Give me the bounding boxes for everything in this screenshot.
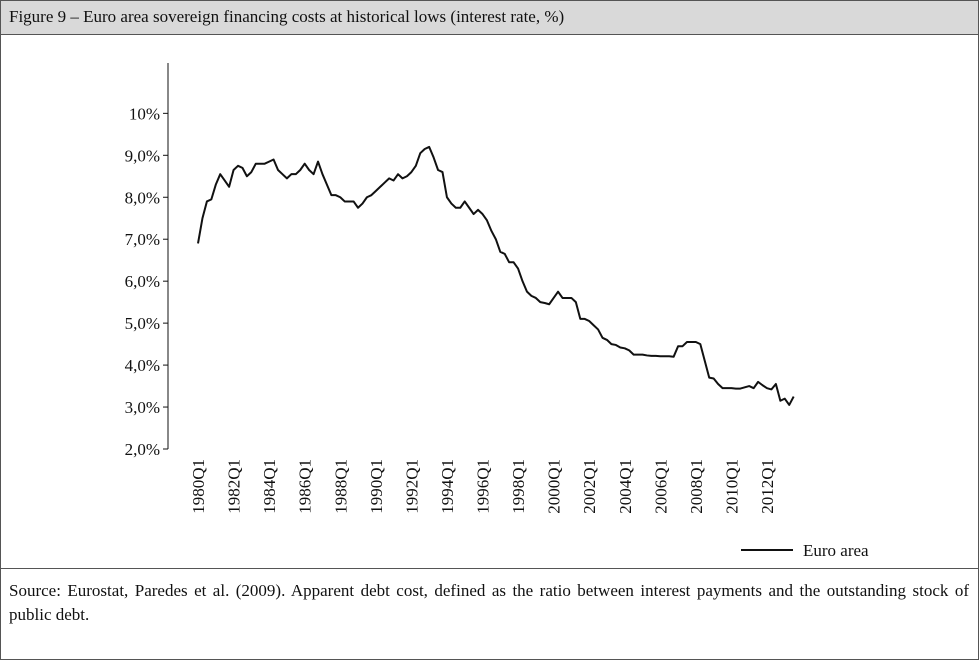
x-tick-label: 2002Q1 [580,459,599,514]
y-tick-label: 6,0% [125,272,160,291]
x-tick-label: 2004Q1 [616,459,635,514]
footer: Source: Eurostat, Paredes et al. (2009).… [1,568,978,660]
x-tick-label: 1992Q1 [402,459,421,514]
x-tick-label: 1996Q1 [474,459,493,514]
x-tick-label: 1998Q1 [509,459,528,514]
chart: 2,0% 3,0% 4,0% 5,0% 6,0% 7,0% 8,0% 9,0% 10% 1980Q… [125,63,869,560]
chart-title: Figure 9 – Euro area sovereign financing… [9,7,565,26]
x-tick-label: 2006Q1 [651,459,670,514]
x-tick-label: 1984Q1 [260,459,279,514]
y-tick-label: 7,0% [125,230,160,249]
y-tick-label: 8,0% [125,188,160,207]
x-tick-label: 2008Q1 [687,459,706,514]
y-tick-label: 2,0% [125,440,160,459]
y-tick-label: 10% [129,104,160,123]
header-bar: Figure 9 – Euro area sovereign financing… [1,1,978,35]
x-tick-label: 1980Q1 [189,459,208,514]
x-tick-label: 1982Q1 [225,459,244,514]
y-tick-label: 9,0% [125,146,160,165]
x-tick-label: 2000Q1 [545,459,564,514]
x-tick-label: 2012Q1 [758,459,777,514]
x-tick-label: 2010Q1 [722,459,741,514]
source-note: Source: Eurostat, Paredes et al. (2009).… [9,581,969,624]
x-tick-label: 1990Q1 [367,459,386,514]
y-tick-label: 4,0% [125,356,160,375]
x-tick-label: 1994Q1 [438,459,457,514]
data-line [197,145,795,406]
x-tick-label: 1986Q1 [296,459,315,514]
x-tick-label: 1988Q1 [331,459,350,514]
legend-label: Euro area [803,541,869,560]
y-tick-label: 3,0% [125,398,160,417]
y-tick-label: 5,0% [125,314,160,333]
